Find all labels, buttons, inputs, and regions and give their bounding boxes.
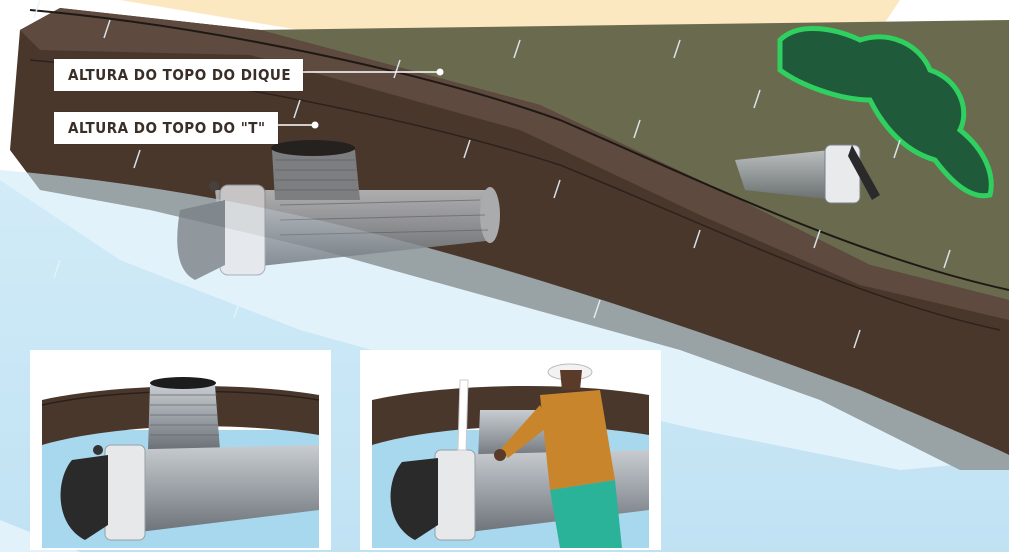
bush-icon — [777, 25, 994, 199]
person-icon — [494, 363, 622, 548]
inset-person-checking — [360, 350, 661, 550]
inset-pipe-scene — [41, 362, 320, 548]
outlet-pipe-icon — [735, 144, 880, 204]
inset-person-scene — [372, 362, 649, 548]
measuring-stick-icon — [457, 379, 469, 451]
t-pipe-icon — [177, 140, 500, 280]
t-top-label: ALTURA DO TOPO DO "T" — [54, 112, 278, 144]
inset-pipe-closeup — [30, 350, 331, 550]
dike-top-label: ALTURA DO TOPO DO DIQUE — [54, 59, 304, 91]
